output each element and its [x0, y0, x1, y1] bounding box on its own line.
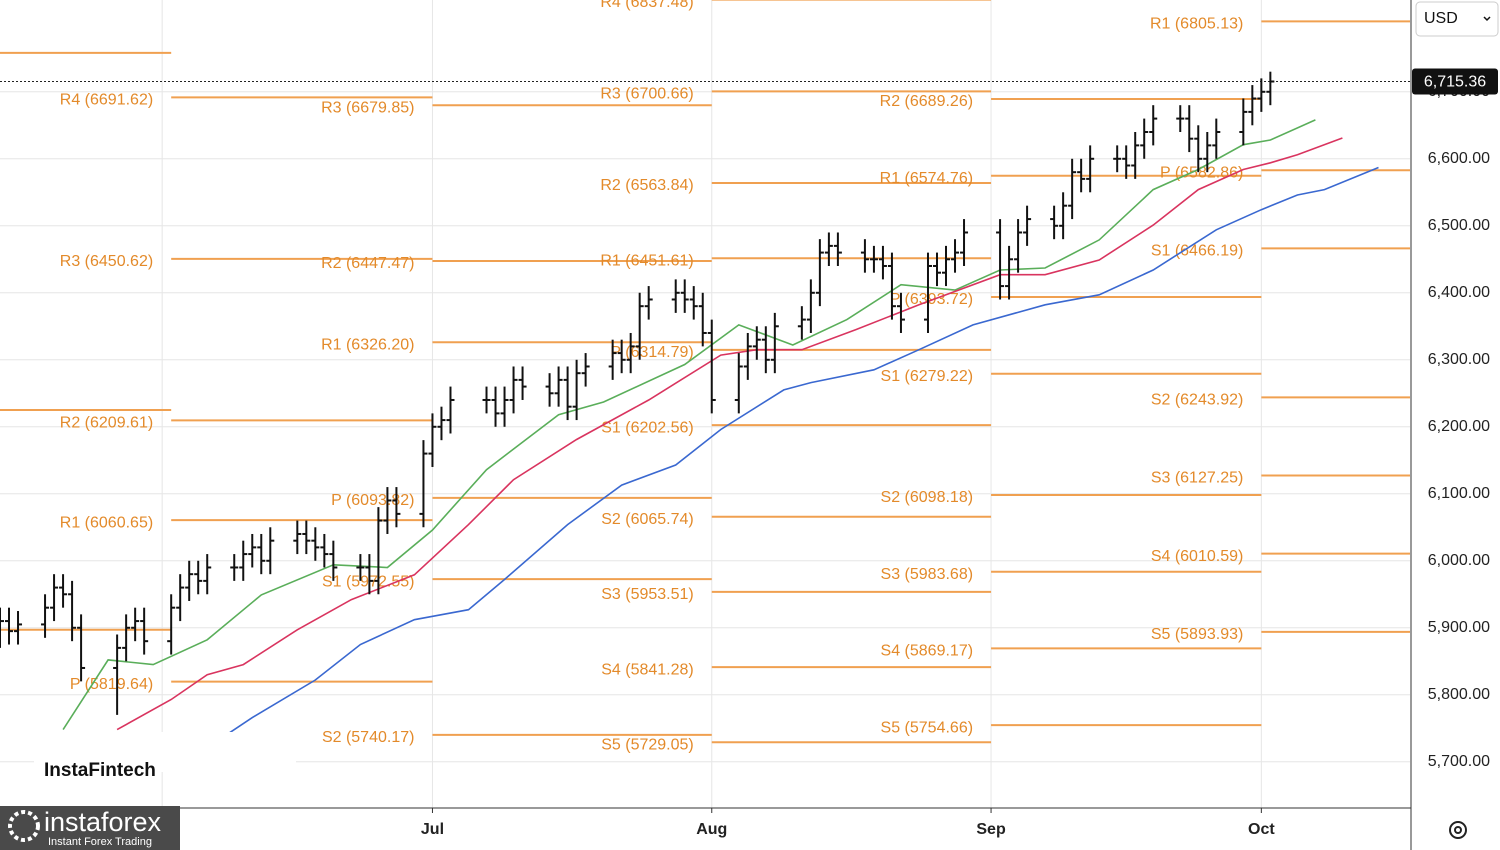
logo-tagline: Instant Forex Trading: [48, 836, 152, 848]
pivot-label: S3 (6127.25): [1151, 470, 1244, 487]
pivot-label: R1 (6451.61): [600, 252, 693, 269]
watermark: InstaFintech: [34, 732, 296, 781]
pivot-label: R1 (6326.20): [321, 336, 414, 353]
pivot-label: R3 (6679.85): [321, 100, 414, 117]
last-price-label: 6,715.36: [1424, 74, 1486, 91]
pivot-label: S2 (6243.92): [1151, 392, 1244, 409]
y-tick-label: 6,100.00: [1428, 485, 1490, 502]
pivot-label: R3 (6450.62): [60, 253, 153, 270]
settings-icon[interactable]: [1449, 821, 1467, 839]
y-tick-label: 6,400.00: [1428, 284, 1490, 301]
last-price-tag: 6,715.36: [1412, 68, 1498, 95]
pivot-label: R2 (6209.61): [60, 415, 153, 432]
pivot-label: S5 (5893.93): [1151, 626, 1244, 643]
pivot-label: S1 (6466.19): [1151, 243, 1244, 260]
logo-name: instaforex: [44, 807, 162, 837]
watermark-box: [34, 732, 296, 772]
pivot-label: S1 (6279.22): [881, 368, 974, 385]
pivot-label: P (6093.82): [331, 492, 414, 509]
pivot-label: S2 (6065.74): [601, 511, 694, 528]
last-price-box: [1412, 68, 1498, 95]
pivot-label: R4 (6837.48): [600, 0, 693, 11]
pivot-label: S1 (5972.55): [322, 573, 415, 590]
watermark-text: InstaFintech: [44, 760, 156, 781]
y-tick-label: 5,800.00: [1428, 686, 1490, 703]
x-tick-label: Aug: [696, 821, 727, 838]
pivot-label: S1 (6202.56): [601, 419, 694, 436]
currency-box[interactable]: [1415, 1, 1499, 37]
currency-select[interactable]: USD: [1415, 1, 1499, 37]
plot-area: R4 (6691.62) R3 (6450.62) R2 (6209.61) R1 (…: [0, 0, 1410, 754]
moving-average: [62, 119, 1316, 731]
pivot-label: R3 (6700.66): [600, 86, 693, 103]
pivot-label: R2 (6447.47): [321, 255, 414, 272]
settings-button[interactable]: [1449, 821, 1467, 839]
currency-text: USD: [1424, 10, 1458, 27]
pivot-label: S4 (5841.28): [601, 661, 694, 678]
logo-icon: [8, 810, 40, 842]
y-tick-label: 5,900.00: [1428, 619, 1490, 636]
y-tick-label: 6,300.00: [1428, 351, 1490, 368]
moving-average: [206, 166, 1379, 749]
x-tick-label: Jul: [421, 821, 444, 838]
pivot-label: S4 (5869.17): [881, 643, 974, 660]
pivot-label: S3 (5953.51): [601, 586, 694, 603]
y-tick-label: 6,200.00: [1428, 418, 1490, 435]
pivot-label: S3 (5983.68): [881, 566, 974, 583]
pivot-label: P (6314.79): [610, 344, 693, 361]
pivot-label: S2 (6098.18): [881, 489, 974, 506]
y-tick-label: 6,000.00: [1428, 552, 1490, 569]
pivot-label: R1 (6060.65): [60, 514, 153, 531]
pivot-label: R2 (6563.84): [600, 177, 693, 194]
settings-icon-center: [1454, 826, 1462, 834]
pivot-label: S4 (6010.59): [1151, 548, 1244, 565]
pivot-label: R1 (6805.13): [1150, 16, 1243, 33]
pivot-label: S5 (5754.66): [881, 719, 974, 736]
pivot-label: R2 (6689.26): [880, 93, 973, 110]
pivot-label: S5 (5729.05): [601, 737, 694, 754]
logo: instaforex Instant Forex Trading: [0, 806, 180, 850]
pivot-label: R4 (6691.62): [60, 92, 153, 109]
dropdown-caret: [1483, 16, 1491, 22]
pivot-label: S2 (5740.17): [322, 729, 415, 746]
y-tick-label: 6,600.00: [1428, 150, 1490, 167]
x-tick-label: Oct: [1248, 821, 1275, 838]
y-tick-label: 5,700.00: [1428, 753, 1490, 770]
pivot-label: P (5819.64): [70, 676, 153, 693]
x-tick-label: Sep: [976, 821, 1006, 838]
grid: [0, 0, 1410, 808]
pivot-label: R1 (6574.76): [880, 170, 973, 187]
y-tick-label: 6,500.00: [1428, 217, 1490, 234]
